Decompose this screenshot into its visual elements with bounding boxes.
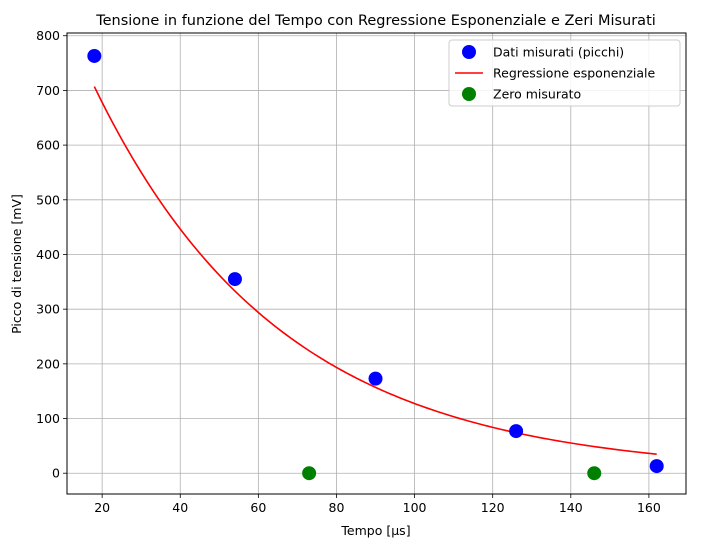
data-point-zero bbox=[587, 466, 602, 481]
data-point-peak bbox=[87, 48, 102, 63]
legend-label: Dati misurati (picchi) bbox=[493, 45, 624, 60]
x-tick-label: 160 bbox=[637, 500, 661, 515]
y-tick-label: 0 bbox=[52, 466, 60, 481]
x-tick-label: 40 bbox=[172, 500, 188, 515]
x-tick-label: 80 bbox=[329, 500, 345, 515]
x-axis-label: Tempo [µs] bbox=[340, 523, 410, 538]
x-tick-label: 20 bbox=[94, 500, 110, 515]
x-tick-label: 120 bbox=[481, 500, 505, 515]
chart-title: Tensione in funzione del Tempo con Regre… bbox=[95, 13, 656, 29]
y-tick-label: 100 bbox=[36, 411, 60, 426]
x-tick-label: 100 bbox=[403, 500, 427, 515]
y-axis-label: Picco di tensione [mV] bbox=[9, 194, 24, 334]
legend-box bbox=[448, 39, 681, 107]
data-point-peak bbox=[227, 272, 242, 287]
legend-label: Zero misurato bbox=[493, 87, 581, 102]
legend: Dati misurati (picchi) Regressione espone… bbox=[448, 39, 681, 107]
regression-line bbox=[93, 86, 657, 455]
data-point-peak bbox=[509, 424, 524, 439]
x-tick-label: 140 bbox=[559, 500, 583, 515]
y-tick-label: 300 bbox=[36, 302, 60, 317]
y-tick-label: 200 bbox=[36, 356, 60, 371]
axis-ticks: 20 40 60 80 100 120 140 160 0 100 200 300 400 500 600 7… bbox=[36, 28, 661, 515]
x-tick-label: 60 bbox=[250, 500, 266, 515]
y-tick-label: 500 bbox=[36, 192, 60, 207]
legend-marker-swatch bbox=[462, 45, 476, 59]
data-point-peak bbox=[368, 371, 383, 386]
data-point-zero bbox=[302, 466, 317, 481]
legend-label: Regressione esponenziale bbox=[493, 66, 656, 81]
grid bbox=[67, 33, 686, 494]
y-tick-label: 700 bbox=[36, 83, 60, 98]
y-tick-label: 600 bbox=[36, 138, 60, 153]
plot-frame bbox=[66, 32, 687, 495]
y-tick-label: 400 bbox=[36, 247, 60, 262]
y-tick-label: 800 bbox=[36, 28, 60, 43]
series-layer bbox=[87, 48, 664, 481]
data-point-peak bbox=[649, 459, 664, 474]
legend-marker-swatch bbox=[462, 87, 476, 101]
